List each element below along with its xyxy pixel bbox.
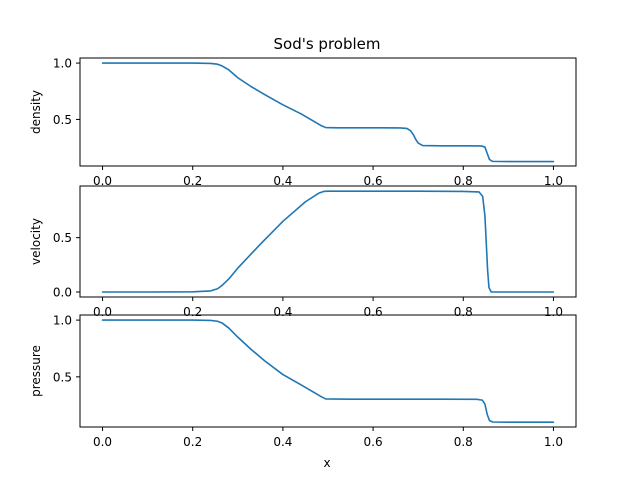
density-x-tick-label: 0.6 [364,174,383,188]
density-x-tick-label: 1.0 [544,174,563,188]
pressure-x-tick-label: 0.6 [364,435,383,449]
velocity-x-tick-label: 0.2 [183,305,202,319]
velocity-x-tick-label: 1.0 [544,305,563,319]
pressure-x-tick-label: 0.4 [273,435,292,449]
velocity-axes-frame [79,185,577,298]
density-x-tick-label: 0.8 [454,174,473,188]
velocity-series-line [101,190,555,293]
subplot-panels: 0.0 0.2 0.4 0.6 0.8 1.0 0.5 1.0 density 0.0 0.2 0.4… [29,57,577,449]
velocity-x-tick-label: 0.4 [273,305,292,319]
pressure-x-tick-label: 0.0 [93,435,112,449]
pressure-y-tick-label: 1.0 [53,314,72,328]
subplot-pressure: 0.0 0.2 0.4 0.6 0.8 1.0 0.5 1.0 pressure [29,314,577,449]
density-x-tick-label: 0.4 [273,174,292,188]
pressure-x-tick-label: 0.8 [454,435,473,449]
velocity-y-tick-label: 0.5 [53,231,72,245]
density-y-tick-label: 1.0 [53,57,72,71]
subplot-velocity: 0.0 0.2 0.4 0.6 0.8 1.0 0.0 0.5 velocity [29,185,577,319]
pressure-y-tick-label: 0.5 [53,370,72,384]
x-axis-label: x [323,456,330,470]
velocity-x-tick-label: 0.6 [364,305,383,319]
pressure-x-tick-label: 1.0 [544,435,563,449]
density-x-tick-label: 0.2 [183,174,202,188]
pressure-axes-frame [79,314,577,428]
velocity-y-tick-label: 0.0 [53,285,72,299]
velocity-y-axis-label: velocity [29,218,43,265]
figure-title: Sod's problem [274,35,381,53]
density-y-axis-label: density [29,90,43,134]
density-x-tick-label: 0.0 [93,174,112,188]
density-y-tick-label: 0.5 [53,113,72,127]
pressure-x-tick-label: 0.2 [183,435,202,449]
velocity-x-tick-label: 0.0 [93,305,112,319]
density-series-line [101,62,555,163]
subplot-density: 0.0 0.2 0.4 0.6 0.8 1.0 0.5 1.0 density [29,57,577,188]
density-axes-frame [79,57,577,167]
pressure-y-axis-label: pressure [29,345,43,397]
velocity-x-tick-label: 0.8 [454,305,473,319]
pressure-series-line [101,319,555,424]
